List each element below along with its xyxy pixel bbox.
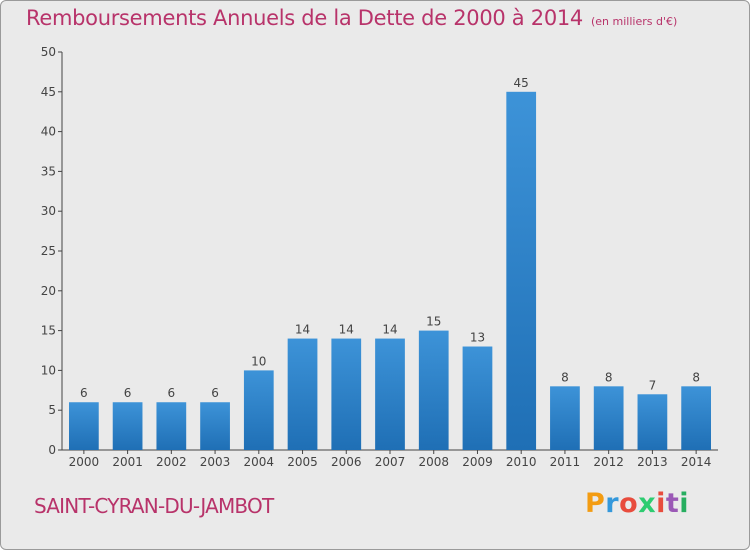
bar-2003 [200, 402, 230, 450]
logo-letter: o [619, 488, 639, 519]
bar-2005 [287, 338, 318, 450]
bar-2008 [418, 330, 449, 450]
y-tick-label: 15 [41, 324, 56, 338]
y-tick-label: 25 [41, 244, 56, 258]
y-tick-label: 40 [41, 125, 56, 139]
data-label-2007: 14 [382, 323, 397, 337]
x-tick-label: 2010 [506, 455, 537, 469]
x-tick-label: 2005 [287, 455, 318, 469]
data-label-2008: 15 [426, 315, 441, 329]
bar-2007 [375, 338, 405, 450]
x-tick-label: 2006 [331, 455, 362, 469]
x-tick-label: 2014 [681, 455, 712, 469]
bar-2011 [550, 386, 580, 450]
bar-2001 [112, 402, 143, 450]
data-label-2013: 7 [649, 378, 657, 392]
data-label-2000: 6 [80, 386, 88, 400]
chart-bars [68, 91, 712, 451]
y-tick-label: 30 [41, 204, 56, 218]
y-tick-label: 45 [41, 85, 56, 99]
x-tick-label: 2001 [112, 455, 143, 469]
data-label-2004: 10 [251, 354, 266, 368]
x-tick-label: 2000 [69, 455, 100, 469]
proxiti-logo: Proxiti [585, 488, 689, 519]
y-tick-label: 10 [41, 363, 56, 377]
logo-letter: t [665, 488, 680, 519]
x-tick-label: 2008 [418, 455, 449, 469]
y-tick-label: 20 [41, 284, 56, 298]
chart-header: Remboursements Annuels de la Dette de 20… [26, 6, 677, 30]
logo-letter: x [638, 488, 657, 519]
y-tick-label: 0 [48, 443, 56, 457]
x-tick-label: 2002 [156, 455, 187, 469]
bar-2013 [637, 394, 668, 450]
logo-letter: P [585, 488, 606, 519]
chart-unit: (en milliers d'€) [591, 15, 678, 28]
bar-2012 [593, 386, 624, 450]
data-label-2002: 6 [168, 386, 176, 400]
x-tick-label: 2009 [462, 455, 493, 469]
logo-letter: r [605, 488, 620, 519]
data-label-2001: 6 [124, 386, 132, 400]
y-tick-label: 50 [41, 45, 56, 59]
bar-2009 [462, 346, 493, 450]
bar-2006 [331, 338, 362, 450]
bar-2010 [506, 91, 537, 451]
data-label-2006: 14 [339, 323, 354, 337]
logo-letter: i [679, 488, 690, 519]
data-label-2009: 13 [470, 331, 485, 345]
chart-data-labels: 6 6 6 6 10 14 14 14 15 13 45 8 8 7 8 [80, 76, 700, 400]
data-label-2003: 6 [211, 386, 219, 400]
bar-2014 [681, 386, 712, 450]
x-tick-label: 2011 [550, 455, 581, 469]
x-tick-label: 2013 [637, 455, 668, 469]
logo-letter: i [656, 488, 666, 519]
x-tick-label: 2003 [200, 455, 231, 469]
bar-2000 [68, 402, 99, 450]
data-label-2014: 8 [692, 370, 700, 384]
data-label-2011: 8 [561, 370, 569, 384]
y-tick-label: 5 [48, 403, 56, 417]
commune-name: SAINT-CYRAN-DU-JAMBOT [34, 494, 274, 518]
x-tick-label: 2007 [375, 455, 406, 469]
x-tick-label: 2012 [593, 455, 624, 469]
x-tick-label: 2004 [244, 455, 275, 469]
bar-2002 [156, 402, 187, 450]
y-tick-label: 35 [41, 164, 56, 178]
bar-2004 [243, 370, 274, 450]
data-label-2012: 8 [605, 370, 613, 384]
data-label-2005: 14 [295, 323, 310, 337]
chart-title: Remboursements Annuels de la Dette de 20… [26, 6, 583, 30]
data-label-2010: 45 [514, 76, 529, 90]
